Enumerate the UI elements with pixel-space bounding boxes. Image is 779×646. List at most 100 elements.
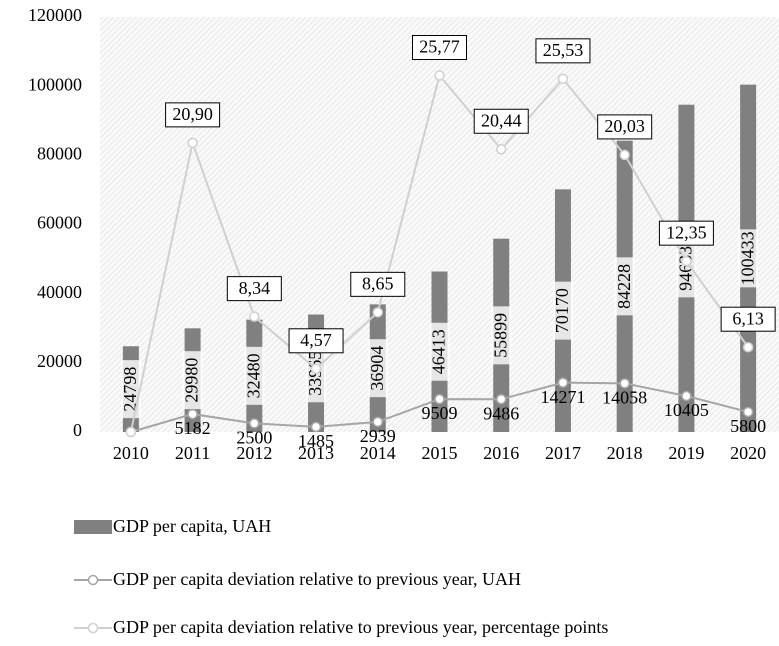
bar-label-group: 55899 xyxy=(490,306,512,365)
y-tick-label: 120000 xyxy=(28,5,82,25)
point xyxy=(310,421,322,433)
data-label: 25,53 xyxy=(543,40,584,60)
x-tick-label: 2011 xyxy=(175,443,210,463)
data-label-box xyxy=(597,114,653,140)
bar-label-group: 70170 xyxy=(552,281,573,340)
data-label: 20,90 xyxy=(172,104,213,124)
data-label: 9509 xyxy=(422,403,458,423)
bar-label-bg xyxy=(367,339,388,398)
data-label: 20,03 xyxy=(604,116,645,136)
point xyxy=(619,378,630,389)
x-tick-label: 2018 xyxy=(607,443,643,463)
bar-label-group: 36904 xyxy=(367,339,388,398)
bar-label-bg xyxy=(244,346,265,405)
point xyxy=(557,377,569,388)
data-label: 10405 xyxy=(664,400,709,420)
bar-label: 55899 xyxy=(490,313,510,358)
data-label: 5182 xyxy=(175,418,211,438)
x-tick-label: 2015 xyxy=(422,443,458,463)
point xyxy=(187,408,198,420)
legend-marker xyxy=(87,574,99,586)
data-label-box xyxy=(412,35,467,61)
y-tick-label: 60000 xyxy=(37,213,82,233)
data-label: 8,34 xyxy=(239,278,271,298)
data-label-box xyxy=(535,38,591,64)
point xyxy=(434,70,445,81)
x-tick-label: 2014 xyxy=(360,443,396,463)
bar-label: 70170 xyxy=(552,288,572,333)
bar-label: 36904 xyxy=(367,346,387,391)
y-tick-label: 40000 xyxy=(37,282,82,302)
data-label: 6,13 xyxy=(732,308,764,328)
x-tick-label: 2012 xyxy=(236,443,272,463)
bar-label: 29980 xyxy=(182,358,202,403)
data-label-box xyxy=(658,220,714,246)
point xyxy=(434,393,445,405)
y-tick-label: 20000 xyxy=(37,351,82,371)
bar-label: 84228 xyxy=(614,264,634,309)
data-label-box xyxy=(350,271,406,297)
legend-marker xyxy=(87,622,99,634)
bar-label: 94633 xyxy=(676,246,696,291)
legend-label: GDP per capita, UAH xyxy=(113,516,271,536)
data-label: 25,77 xyxy=(419,37,460,57)
bar-label-bg xyxy=(738,229,759,288)
point xyxy=(495,393,507,405)
point xyxy=(249,311,260,322)
bar-label: 100433 xyxy=(737,231,757,285)
bar-label-bg xyxy=(429,322,450,381)
bar-label-bg xyxy=(552,281,573,340)
legend-swatch xyxy=(74,520,112,534)
x-tick-label: 2016 xyxy=(483,443,519,463)
bar-label: 32480 xyxy=(243,353,263,398)
data-label: 4,57 xyxy=(300,330,332,350)
bar-label-bg xyxy=(614,257,635,316)
data-label-box xyxy=(226,276,282,302)
data-label: 1485 xyxy=(298,431,334,451)
x-tick-label: 2010 xyxy=(113,443,149,463)
y-tick-label: 100000 xyxy=(28,74,82,94)
point xyxy=(619,149,630,161)
data-label: 14271 xyxy=(540,387,585,407)
point xyxy=(310,363,322,375)
bar-label-group: 32480 xyxy=(243,346,265,405)
x-tick-label: 2017 xyxy=(545,443,581,463)
data-label-box xyxy=(473,108,529,134)
x-tick-label: 2019 xyxy=(668,443,704,463)
x-tick-label: 2020 xyxy=(730,443,766,463)
y-tick-label: 80000 xyxy=(37,143,82,163)
data-label: 20,44 xyxy=(481,110,522,130)
point xyxy=(372,307,384,318)
point xyxy=(372,416,384,428)
point xyxy=(742,406,754,418)
legend-label: GDP per capita deviation relative to pre… xyxy=(113,617,608,637)
bar-label-bg xyxy=(491,306,512,365)
bar-label: 24798 xyxy=(120,367,140,412)
bar-label-bg xyxy=(120,360,141,419)
bar-label-group: 29980 xyxy=(182,351,203,410)
bar-label-group: 24798 xyxy=(120,360,141,419)
data-label-box xyxy=(288,328,344,354)
point xyxy=(681,390,692,402)
point xyxy=(742,341,754,353)
point xyxy=(495,143,507,155)
data-label: 2500 xyxy=(236,427,272,447)
point xyxy=(557,73,569,85)
x-tick-label: 2013 xyxy=(298,443,334,463)
data-label: 9486 xyxy=(483,403,519,423)
data-label: 14058 xyxy=(602,388,647,408)
data-label: 5800 xyxy=(730,416,766,436)
data-label-box xyxy=(720,306,776,332)
data-label-box xyxy=(165,102,221,128)
bar-label-group: 46413 xyxy=(429,322,450,381)
legend-label: GDP per capita deviation relative to pre… xyxy=(113,569,521,589)
bar-label: 46413 xyxy=(429,329,449,374)
data-label: 2939 xyxy=(360,426,396,446)
point xyxy=(681,255,692,267)
bar-label-group: 100433 xyxy=(737,229,759,288)
data-label: 8,65 xyxy=(362,273,394,293)
point xyxy=(249,418,260,429)
data-label: 12,35 xyxy=(666,222,707,242)
